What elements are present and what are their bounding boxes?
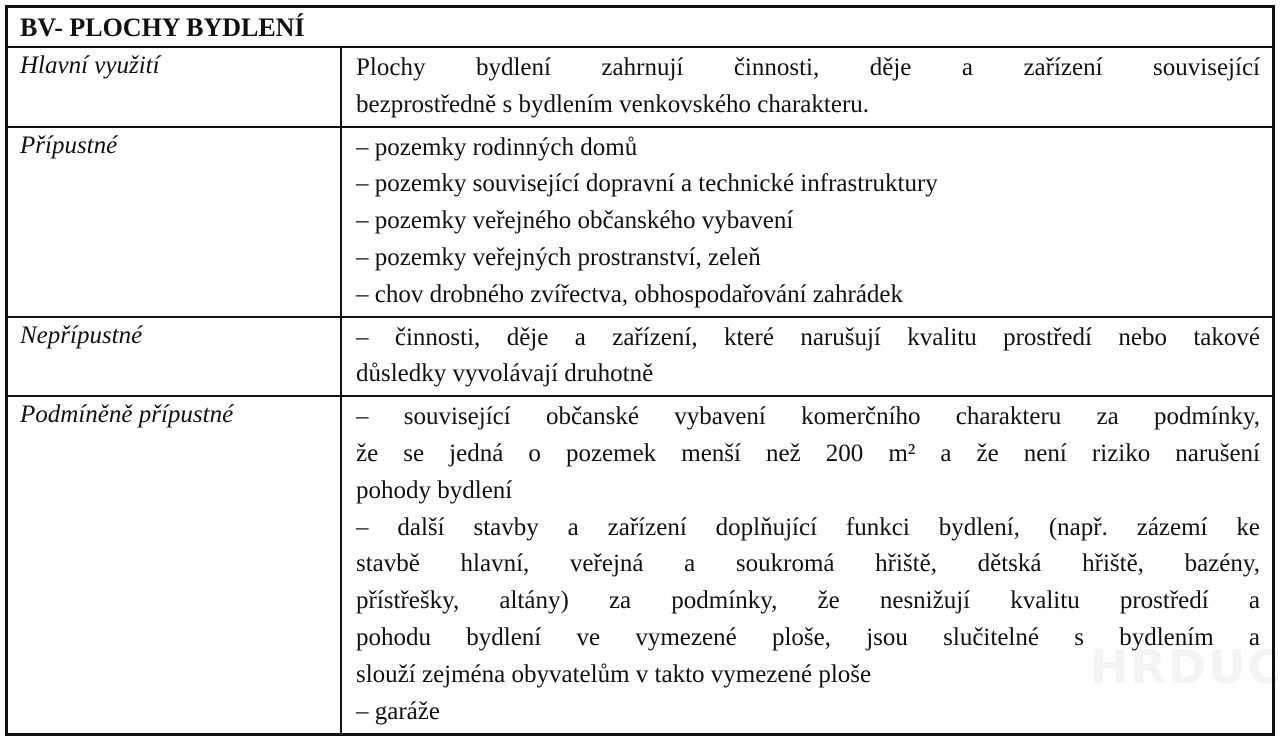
text-line: Plochy bydlení zahrnují činnosti, děje a… xyxy=(356,54,1260,81)
text-line: pohodu bydlení ve vymezené ploše, jsou s… xyxy=(356,623,1260,651)
row-label-hlavni: Hlavní využití xyxy=(5,46,342,128)
table-row: Podmíněně přípustné – související občans… xyxy=(5,395,1275,736)
text-line: – garáže xyxy=(356,697,440,725)
text-line: pohody bydlení xyxy=(356,476,513,504)
text-line: – pozemky veřejného občanského vybavení xyxy=(356,207,794,235)
text-line: bezprostředně s bydlením venkovského cha… xyxy=(356,90,870,118)
row-value-pripustne: – pozemky rodinných domů – pozemky souvis… xyxy=(340,125,1275,318)
text-line: důsledky vyvolávají druhotně xyxy=(356,360,654,388)
text-line: – chov drobného zvířectva, obhospodařová… xyxy=(356,280,904,308)
row-value-nepripustne: – činnosti, děje a zařízení, které naruš… xyxy=(340,315,1275,398)
row-value-podminene: – související občanské vybavení komerční… xyxy=(340,395,1275,736)
text-line: – související občanské vybavení komerční… xyxy=(356,403,1260,431)
text-line: – další stavby a zařízení doplňující fun… xyxy=(356,513,1260,541)
text-line: – pozemky související dopravní a technic… xyxy=(356,170,938,198)
watermark-logo: HRDUCKA xyxy=(1090,640,1280,694)
text-line: – pozemky rodinných domů xyxy=(356,133,638,161)
row-value-hlavni: Plochy bydlení zahrnují činnosti, děje a… xyxy=(340,46,1275,128)
table-row: Nepřípustné – činnosti, děje a zařízení,… xyxy=(5,315,1275,398)
text-line: slouží zejména obyvatelům v takto vymeze… xyxy=(356,660,872,688)
table-row: Přípustné – pozemky rodinných domů – poze… xyxy=(5,125,1275,318)
text-line: stavbě hlavní, veřejná a soukromá hřiště… xyxy=(356,550,1260,578)
row-label-podminene: Podmíněně přípustné xyxy=(5,395,342,736)
row-label-pripustne: Přípustné xyxy=(5,125,342,318)
text-line: – pozemky veřejných prostranství, zeleň xyxy=(356,243,761,271)
text-line: že se jedná o pozemek menší než 200 m² a… xyxy=(356,439,1260,467)
text-line: přístřešky, altány) za podmínky, že nesn… xyxy=(356,587,1260,615)
text-line: – činnosti, děje a zařízení, které naruš… xyxy=(356,323,1260,351)
row-label-nepripustne: Nepřípustné xyxy=(5,315,342,398)
table-title: BV- PLOCHY BYDLENÍ xyxy=(5,5,1275,48)
regulation-table: BV- PLOCHY BYDLENÍ Hlavní využití Plochy… xyxy=(5,5,1275,736)
table-row: Hlavní využití Plochy bydlení zahrnují č… xyxy=(5,46,1275,128)
